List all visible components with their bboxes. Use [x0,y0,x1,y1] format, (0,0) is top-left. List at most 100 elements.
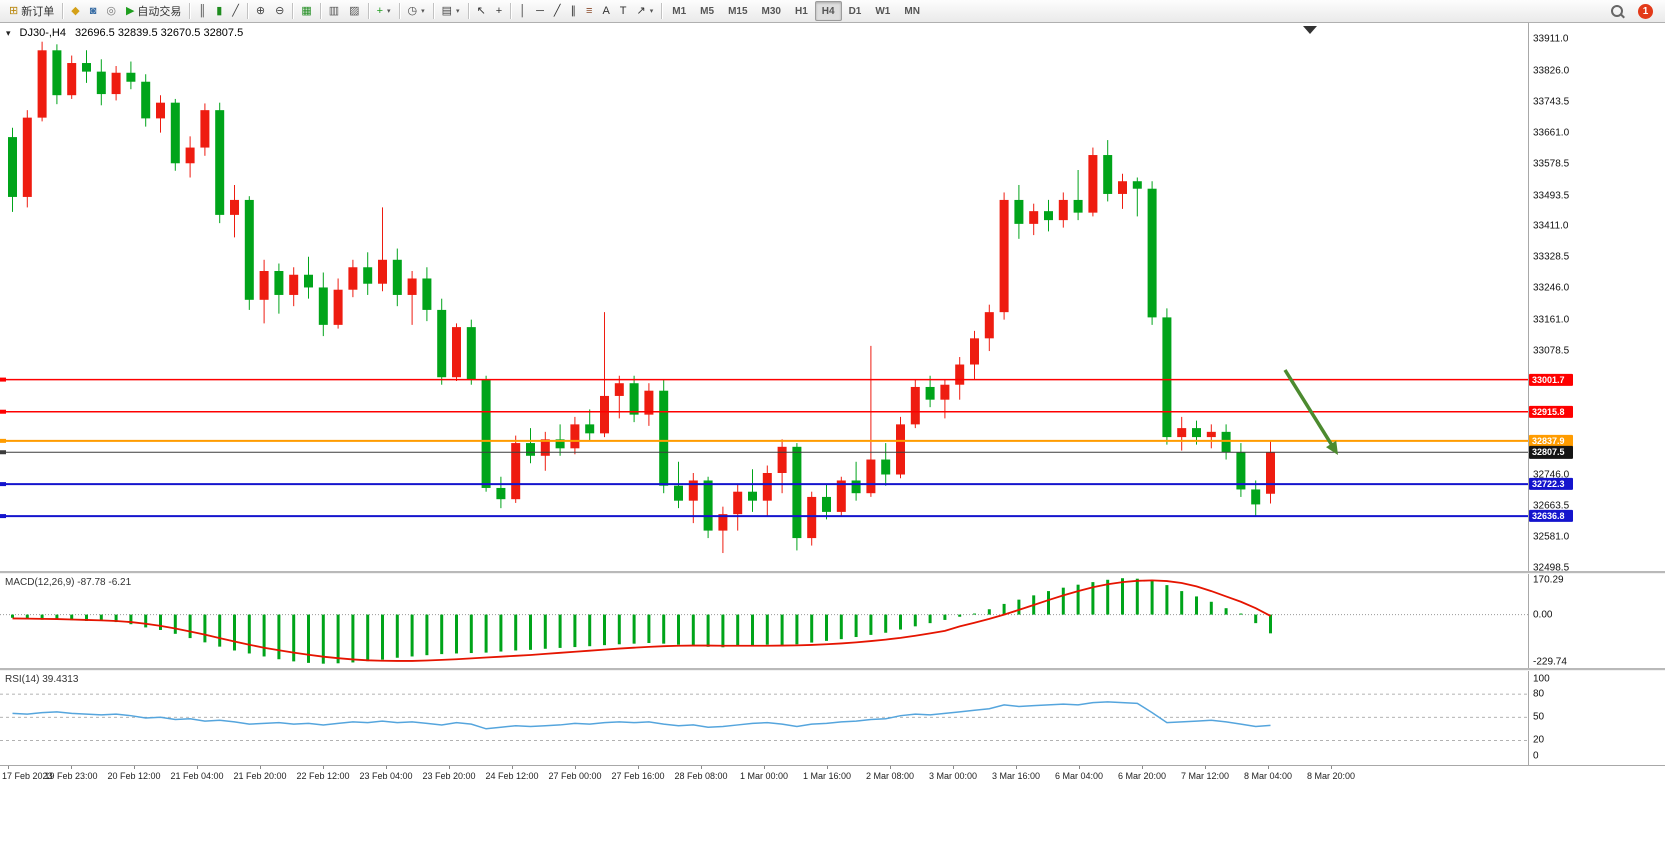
fibonacci-button[interactable]: ≡ [581,1,597,21]
price-tick: 33661.0 [1533,127,1570,139]
price-tick: 33826.0 [1533,65,1570,77]
price-tick: 33578.5 [1533,158,1570,170]
crosshair-button[interactable]: + [491,1,507,21]
fibonacci-icon: ≡ [586,4,593,17]
channel-button[interactable]: ∥ [566,1,582,21]
price-tick: 33493.5 [1533,190,1570,202]
hline-anchor [0,377,6,382]
rsi-line [12,701,1271,730]
trendline-button[interactable]: ╱ [549,1,566,21]
tile-windows-button[interactable]: ▦ [296,1,316,21]
indicators-button[interactable]: + ▾ [372,1,396,21]
navigator-button[interactable]: ◙ [85,1,102,21]
pane-divider[interactable] [0,571,1665,574]
rsi-plot[interactable]: RSI(14) 39.4313 [0,671,1528,765]
chart-title: ▾ DJ30-,H4 32696.5 32839.5 32670.5 32807… [6,27,243,39]
hline-anchor [0,514,6,519]
timeframe-h4-button[interactable]: H4 [814,1,842,21]
time-tick [764,766,765,769]
time-label: 1 Mar 16:00 [802,771,852,781]
horizontal-line-button[interactable]: ─ [531,1,549,21]
candles-layer [8,41,1275,554]
shapes-button-dropdown-icon: ▾ [649,8,654,15]
periods-button[interactable]: ◷ ▾ [403,1,430,21]
price-tick: 33246.0 [1533,282,1570,294]
hline-anchor [0,438,6,443]
time-tick [8,766,9,769]
indicators-button-dropdown-icon: ▾ [387,8,391,15]
rsi-tick: 20 [1533,734,1545,746]
macd-plot[interactable]: MACD(12,26,9) -87.78 -6.21 [0,574,1528,668]
trend-arrow-annotation[interactable] [1283,369,1336,450]
toolbar-separator [510,3,512,19]
line-chart-button[interactable]: ╱ [227,1,244,21]
time-label: 24 Feb 12:00 [485,771,539,781]
candlestick-chart-icon: ▮ [216,4,223,17]
time-tick [1142,766,1143,769]
autotrading-button[interactable]: ▶ 自动交易 [121,1,186,21]
zoom-out-button[interactable]: ⊖ [270,1,289,21]
timeframe-m15-button[interactable]: M15 [728,5,748,17]
toolbar-separator [319,3,321,19]
price-tick: 33411.0 [1533,220,1569,232]
price-tick: 33911.0 [1533,33,1569,45]
terminal-button[interactable]: ◎ [101,1,121,21]
pane-divider[interactable] [0,668,1665,671]
price-axis[interactable]: 33911.0 33826.0 33743.5 33661.0 33578.5 33493… [1528,23,1665,573]
chart-shift-button[interactable]: ▨ [344,1,364,21]
timeframe-h1-button[interactable]: H1 [794,5,808,17]
price-tag: 32837.9 [1529,434,1573,448]
timeframe-d1-button[interactable]: D1 [848,5,862,17]
cursor-button[interactable]: ↖ [472,1,491,21]
templates-button[interactable]: ▤ ▾ [437,1,465,21]
crosshair-icon: + [495,4,503,17]
time-tick [134,766,135,769]
terminal-icon: ◎ [106,4,116,17]
time-tick [449,766,450,769]
shapes-icon: ↗ [636,4,646,17]
new-order-button[interactable]: ⊞ 新订单 [4,1,59,21]
price-tick: 32581.0 [1533,531,1570,543]
timeframe-m30-button[interactable]: M30 [761,5,781,17]
zoom-out-icon: ⊖ [275,4,285,17]
time-label: 20 Feb 12:00 [107,771,161,781]
macd-signal-line [12,579,1271,662]
bar-chart-button[interactable]: ║ [193,1,211,21]
time-label: 23 Feb 04:00 [359,771,413,781]
search-button[interactable] [1606,1,1628,21]
one-click-collapse-icon[interactable]: ▾ [6,27,11,38]
symbol-period-label: DJ30-,H4 [19,27,66,39]
market-watch-button[interactable]: ◆ [66,1,84,21]
rsi-axis[interactable]: 100 80 50 20 0 [1528,671,1665,765]
toolbar-separator [367,3,369,19]
toolbar-separator [246,3,248,19]
text-button[interactable]: A [597,1,614,21]
timeframe-mn-button[interactable]: MN [904,5,920,17]
candlestick-chart-button[interactable]: ▮ [211,1,227,21]
shapes-button[interactable]: ↗ ▾ [632,1,659,21]
market-watch-icon: ◆ [71,4,80,17]
timeframe-w1-button[interactable]: W1 [875,5,891,17]
time-tick [638,766,639,769]
time-axis[interactable]: 17 Feb 2023 19 Feb 23:00 20 Feb 12:00 21 Fe… [0,765,1665,787]
templates-icon: ▤ [441,4,453,17]
chart-shift-marker[interactable] [1303,26,1317,34]
zoom-in-button[interactable]: ⊕ [251,1,270,21]
macd-axis[interactable]: 170.29 0.00 -229.74 [1528,574,1665,668]
notification-badge[interactable]: 1 [1638,3,1653,19]
main-chart-plot[interactable]: ▾ DJ30-,H4 32696.5 32839.5 32670.5 32807… [0,23,1528,571]
hline-anchor [0,409,6,414]
time-tick [827,766,828,769]
timeframe-m5-button[interactable]: M5 [700,5,715,17]
macd-tick: -229.74 [1533,656,1567,668]
time-tick [71,766,72,769]
vertical-line-button[interactable]: │ [514,1,531,21]
time-label: 19 Feb 23:00 [44,771,98,781]
trendline-icon: ╱ [553,4,561,17]
time-tick [1268,766,1269,769]
label-button[interactable]: T [615,1,632,21]
time-label: 2 Mar 08:00 [865,771,915,781]
hline-anchor [0,482,6,487]
timeframe-m1-button[interactable]: M1 [672,5,687,17]
auto-scroll-button[interactable]: ▥ [324,1,344,21]
